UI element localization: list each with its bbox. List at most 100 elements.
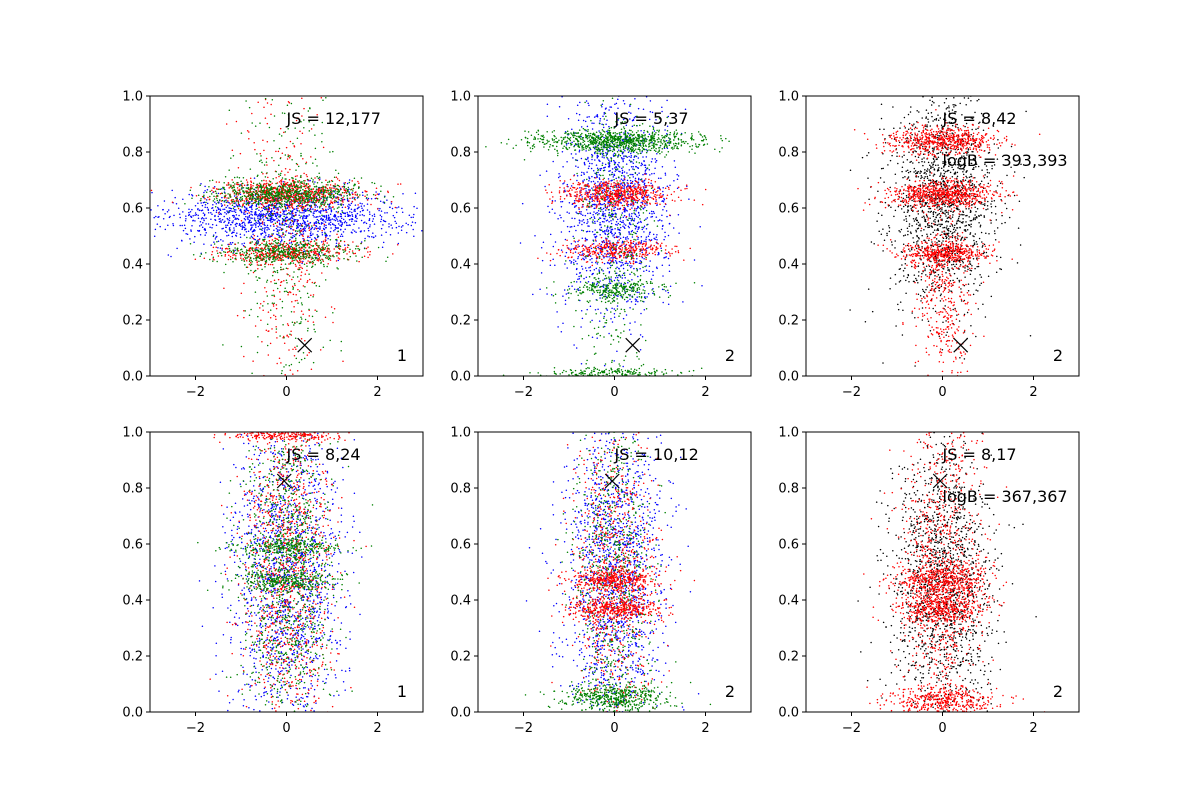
scatter-point bbox=[278, 188, 281, 191]
scatter-point bbox=[244, 224, 246, 227]
scatter-point bbox=[376, 193, 379, 195]
scatter-point bbox=[332, 196, 335, 199]
scatter-point bbox=[299, 181, 302, 183]
scatter-point bbox=[337, 198, 340, 201]
scatter-point bbox=[295, 230, 297, 232]
scatter-point bbox=[295, 239, 297, 241]
scatter-point bbox=[228, 247, 231, 250]
scatter-point bbox=[311, 197, 314, 199]
scatter-point bbox=[352, 196, 354, 199]
scatter-point bbox=[284, 205, 287, 208]
scatter-point bbox=[266, 200, 269, 202]
scatter-point bbox=[270, 207, 273, 210]
scatter-point bbox=[390, 201, 393, 203]
scatter-point bbox=[275, 318, 277, 321]
scatter-point bbox=[661, 228, 664, 230]
scatter-point bbox=[327, 184, 329, 186]
scatter-point bbox=[300, 205, 302, 207]
scatter-point bbox=[326, 196, 329, 198]
scatter-point bbox=[615, 177, 617, 180]
scatter-point bbox=[281, 186, 284, 188]
scatter-point bbox=[379, 214, 382, 216]
scatter-point bbox=[622, 187, 624, 189]
scatter-point bbox=[356, 217, 358, 220]
scatter-point bbox=[627, 151, 630, 154]
scatter-point bbox=[353, 177, 356, 180]
scatter-point bbox=[205, 231, 207, 234]
scatter-point bbox=[233, 202, 236, 204]
scatter-point bbox=[251, 247, 253, 249]
scatter-point bbox=[241, 197, 243, 200]
scatter-point bbox=[190, 216, 193, 218]
scatter-point bbox=[245, 202, 247, 204]
scatter-point bbox=[288, 157, 291, 159]
scatter-point bbox=[291, 278, 293, 281]
scatter-point bbox=[296, 221, 299, 223]
scatter-point bbox=[307, 256, 310, 259]
scatter-point bbox=[272, 233, 275, 235]
scatter-point bbox=[278, 133, 281, 135]
scatter-point bbox=[357, 180, 359, 183]
scatter-point bbox=[260, 155, 262, 157]
scatter-point bbox=[259, 216, 262, 218]
scatter-point bbox=[342, 204, 345, 206]
scatter-point bbox=[632, 242, 635, 245]
scatter-point bbox=[275, 331, 277, 333]
scatter-point bbox=[260, 247, 263, 249]
scatter-point bbox=[295, 357, 298, 360]
scatter-point bbox=[645, 169, 647, 171]
scatter-point bbox=[329, 194, 332, 197]
scatter-point bbox=[218, 213, 221, 215]
scatter-point bbox=[612, 176, 615, 178]
scatter-point bbox=[243, 191, 245, 194]
scatter-point bbox=[269, 263, 272, 266]
scatter-point bbox=[291, 206, 294, 209]
scatter-point bbox=[224, 192, 226, 194]
scatter-point bbox=[299, 201, 301, 203]
scatter-point bbox=[354, 252, 357, 255]
scatter-point bbox=[241, 225, 244, 227]
scatter-point bbox=[189, 210, 192, 213]
scatter-point bbox=[258, 206, 260, 208]
scatter-point bbox=[290, 363, 293, 366]
scatter-point bbox=[276, 212, 279, 215]
scatter-point bbox=[214, 232, 217, 234]
scatter-point bbox=[217, 208, 220, 211]
scatter-point bbox=[250, 252, 253, 255]
scatter-point bbox=[166, 211, 169, 213]
scatter-point bbox=[594, 222, 596, 224]
scatter-point bbox=[291, 200, 294, 202]
scatter-point bbox=[281, 112, 284, 114]
scatter-point bbox=[221, 219, 224, 221]
scatter-point bbox=[626, 147, 628, 149]
scatter-point bbox=[305, 250, 307, 252]
scatter-point bbox=[246, 192, 248, 194]
scatter-point bbox=[287, 253, 290, 256]
scatter-point bbox=[590, 216, 593, 219]
scatter-point bbox=[273, 202, 276, 205]
scatter-point bbox=[273, 302, 275, 305]
scatter-point bbox=[312, 192, 314, 194]
scatter-point bbox=[240, 255, 242, 257]
scatter-point bbox=[167, 224, 169, 227]
scatter-point bbox=[256, 351, 259, 354]
scatter-point bbox=[266, 295, 269, 297]
scatter-point bbox=[294, 195, 297, 198]
scatter-point bbox=[260, 258, 262, 261]
scatter-point bbox=[292, 190, 294, 192]
scatter-point bbox=[356, 193, 359, 196]
scatter-point bbox=[225, 184, 228, 186]
scatter-point bbox=[204, 206, 206, 209]
scatter-point bbox=[328, 196, 331, 198]
scatter-point bbox=[243, 309, 245, 312]
scatter-point bbox=[666, 125, 669, 127]
scatter-point bbox=[150, 209, 152, 211]
scatter-point bbox=[356, 212, 359, 215]
scatter-point bbox=[222, 344, 224, 346]
scatter-point bbox=[330, 196, 332, 199]
scatter-point bbox=[412, 228, 414, 231]
scatter-point bbox=[313, 259, 315, 261]
scatter-point bbox=[283, 191, 286, 193]
scatter-point bbox=[596, 282, 598, 285]
scatter-point bbox=[288, 197, 290, 200]
